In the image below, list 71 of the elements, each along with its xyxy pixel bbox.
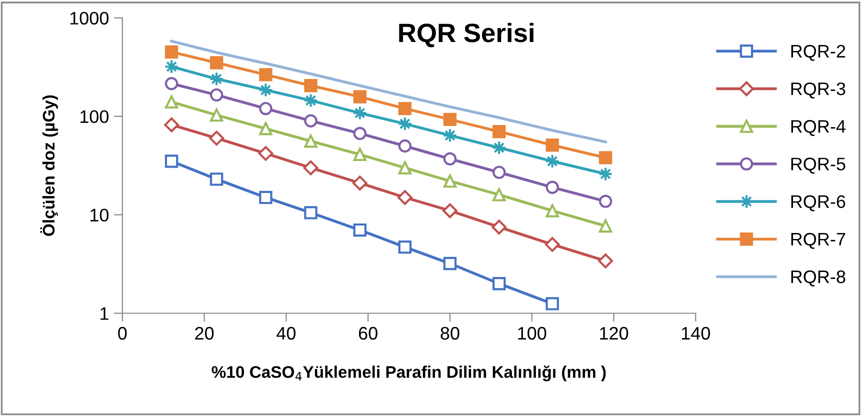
point bbox=[259, 68, 272, 82]
point bbox=[352, 176, 368, 190]
point bbox=[210, 172, 224, 186]
legend-label: RQR-4 bbox=[791, 120, 846, 136]
point bbox=[258, 146, 274, 161]
x-tick-label: 0 bbox=[118, 326, 127, 340]
point bbox=[546, 138, 559, 152]
point bbox=[443, 152, 457, 166]
point bbox=[304, 114, 318, 128]
legend-label: RQR-5 bbox=[791, 158, 846, 174]
point bbox=[443, 256, 457, 270]
point bbox=[259, 102, 272, 116]
y-tick-label: 1 bbox=[100, 307, 108, 320]
point bbox=[442, 203, 458, 218]
legend-label: RQR-6 bbox=[791, 195, 846, 212]
point bbox=[546, 204, 559, 218]
point bbox=[353, 148, 366, 162]
y-tick-label: 100 bbox=[80, 110, 109, 124]
point bbox=[353, 223, 366, 237]
point bbox=[164, 117, 179, 132]
point bbox=[210, 56, 224, 70]
point bbox=[304, 79, 318, 92]
point bbox=[259, 122, 272, 136]
point bbox=[492, 277, 506, 290]
x-axis-title: %10 CaSO$_{4}$Yüklemeli Parafin Dilim Kalınlığı (mm ) bbox=[212, 365, 606, 382]
point bbox=[304, 206, 318, 220]
y-tick-label: 1000 bbox=[70, 12, 109, 25]
point bbox=[492, 166, 506, 179]
point bbox=[164, 95, 178, 109]
point bbox=[164, 77, 178, 90]
x-tick-label: 140 bbox=[682, 326, 710, 340]
point bbox=[544, 237, 560, 252]
y-tick-label: 10 bbox=[90, 208, 109, 222]
point bbox=[598, 253, 613, 268]
point bbox=[398, 139, 412, 153]
point bbox=[398, 240, 412, 254]
y-axis-title: Ölçülen doz (µGy) bbox=[40, 95, 58, 236]
point bbox=[164, 154, 178, 168]
x-tick-label: 40 bbox=[276, 326, 296, 340]
point bbox=[210, 88, 224, 102]
point bbox=[598, 194, 612, 208]
point bbox=[353, 90, 366, 104]
point bbox=[546, 297, 559, 310]
legend-label: RQR-3 bbox=[791, 82, 846, 98]
x-tick-label: 120 bbox=[600, 326, 628, 340]
point bbox=[304, 134, 318, 148]
point bbox=[397, 190, 412, 205]
point bbox=[303, 160, 318, 176]
point bbox=[259, 190, 272, 204]
x-tick-label: 20 bbox=[195, 326, 214, 340]
point bbox=[443, 174, 457, 188]
point bbox=[398, 102, 412, 116]
point bbox=[353, 126, 366, 140]
legend-label: RQR-7 bbox=[791, 232, 846, 249]
point bbox=[598, 151, 612, 164]
point bbox=[164, 45, 178, 59]
point bbox=[598, 219, 612, 233]
point bbox=[546, 180, 559, 194]
point bbox=[492, 124, 506, 138]
legend-label: RQR-2 bbox=[791, 44, 846, 61]
point bbox=[443, 112, 457, 126]
point bbox=[492, 188, 506, 202]
chart-title: RQR Serisi bbox=[399, 22, 534, 48]
point bbox=[492, 220, 507, 235]
point bbox=[209, 130, 224, 146]
point bbox=[398, 161, 412, 174]
x-tick-label: 80 bbox=[440, 326, 460, 340]
x-tick-label: 100 bbox=[518, 326, 546, 340]
legend-label: RQR-8 bbox=[791, 270, 846, 286]
point bbox=[210, 108, 224, 122]
x-tick-label: 60 bbox=[358, 326, 378, 340]
